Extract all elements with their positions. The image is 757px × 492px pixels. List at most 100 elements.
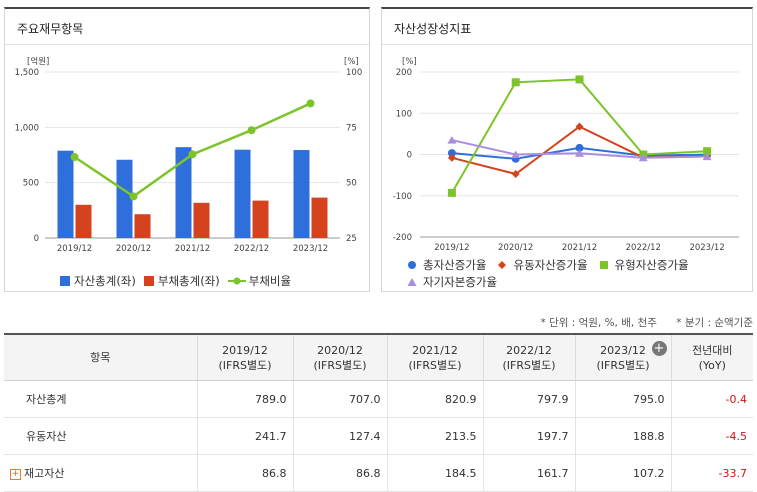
- marker-square: [575, 75, 584, 84]
- header-period: 2019/12 (IFRS별도): [197, 334, 294, 381]
- x-tick-label: 2020/12: [498, 243, 533, 253]
- legend-marker: [407, 278, 417, 286]
- legend-marker: [599, 261, 608, 269]
- cell-value: 161.7: [483, 454, 576, 492]
- legend-label: 부채총계(좌): [157, 274, 220, 288]
- financial-table: 항목 2019/12 (IFRS별도) 2020/12 (IFRS별도) 2021/…: [4, 333, 753, 492]
- marker-diamond: [447, 153, 456, 162]
- y-tick-label-right: 25: [346, 234, 357, 244]
- unit-note: * 단위 : 억원, %, 배, 천주: [540, 317, 657, 329]
- cell-value: 241.7: [197, 417, 294, 455]
- legend-swatch: [60, 276, 70, 286]
- title-divider: [382, 44, 752, 45]
- x-tick-label: 2020/12: [116, 244, 151, 254]
- cell-yoy: -33.7: [671, 454, 753, 492]
- bar: [234, 149, 251, 238]
- panel-title: 주요재무항목: [17, 22, 84, 36]
- legend-line-swatch: [227, 277, 246, 285]
- legend-item: 부채비율: [227, 273, 291, 289]
- x-tick-label: 2022/12: [234, 244, 269, 254]
- line-point: [188, 150, 197, 159]
- bar: [175, 147, 192, 238]
- cell-value: 127.4: [293, 417, 388, 455]
- marker-circle: [575, 143, 584, 152]
- cell-value: 86.8: [293, 454, 388, 492]
- legend-swatch: [143, 276, 154, 286]
- panel-title: 자산성장성지표: [394, 22, 472, 36]
- header-period: 2023/12 (IFRS별도) +: [575, 334, 672, 381]
- y-tick-label: -200: [393, 233, 412, 243]
- bar: [252, 200, 269, 238]
- add-column-icon[interactable]: +: [651, 341, 667, 356]
- y-tick-label-right: 100: [346, 68, 362, 78]
- legend-label: 유형자산증가율: [614, 258, 689, 272]
- cell-value: 213.5: [387, 417, 484, 455]
- marker-triangle: [702, 152, 712, 161]
- legend-item: 부채총계(좌): [143, 273, 220, 289]
- series-line: [451, 78, 708, 194]
- asset-growth-chart: [%] -200 -100 0 100 200 2019/12 2020/12 2021/12 2…: [393, 57, 739, 253]
- row-label-text: 재고자산: [24, 467, 65, 480]
- header-period: 2021/12 (IFRS별도): [387, 334, 484, 381]
- y-tick-label: 200: [396, 68, 412, 78]
- y-axis-label-right: [%]: [344, 57, 359, 67]
- x-tick-label: 2019/12: [434, 243, 469, 253]
- cell-value: 820.9: [387, 380, 484, 418]
- period-note: * 분기 : 순액기준: [676, 317, 753, 329]
- x-tick-label: 2022/12: [626, 243, 661, 253]
- cell-yoy: -0.4: [671, 380, 753, 418]
- financial-items-panel: 주요재무항목 [억원] [%] 0 500 1,000 1,500 25 50 75 100 201…: [4, 7, 370, 292]
- legend-label: 유동자산증가율: [513, 258, 588, 272]
- header-yoy: 전년대비 (YoY): [671, 334, 753, 381]
- line-point: [129, 192, 138, 201]
- cell-value: 789.0: [197, 380, 294, 418]
- chart-legend: 자산총계(좌) 부채총계(좌) 부채비율: [60, 273, 299, 289]
- bar: [116, 159, 133, 238]
- y-tick-label-right: 50: [346, 179, 357, 189]
- legend-item: 유동자산증가율: [494, 257, 588, 273]
- legend-label: 자기자본증가율: [423, 275, 498, 289]
- legend-item: 자산총계(좌): [60, 273, 136, 289]
- cell-value: 197.7: [483, 417, 576, 455]
- y-tick-label-left: 1,500: [15, 68, 39, 78]
- x-tick-label: 2021/12: [175, 244, 210, 254]
- legend-marker: [408, 261, 416, 269]
- bar: [75, 204, 92, 238]
- financial-items-chart: [억원] [%] 0 500 1,000 1,500 25 50 75 100 2019/12 202…: [15, 56, 363, 254]
- marker-triangle: [447, 136, 457, 144]
- y-tick-label-left: 1,000: [15, 123, 39, 133]
- marker-square: [703, 147, 712, 156]
- table-row: + 재고자산 86.8 86.8 184.5 161.7 107.2 -33.7: [4, 454, 753, 492]
- legend-item: 총자산증가율: [404, 257, 486, 273]
- bar: [293, 150, 310, 238]
- legend-marker: [498, 261, 507, 269]
- legend-item: 자기자본증가율: [404, 274, 497, 290]
- marker-square: [447, 188, 456, 197]
- cell-value: 107.2: [575, 454, 672, 492]
- cell-yoy: -4.5: [671, 417, 753, 455]
- cell-value: 797.9: [483, 380, 576, 418]
- y-tick-label-right: 75: [346, 123, 357, 133]
- line-point: [306, 99, 315, 108]
- y-axis-label-left: [억원]: [27, 56, 49, 67]
- marker-diamond: [575, 122, 584, 131]
- bar: [57, 150, 74, 238]
- row-label-expandable[interactable]: + 재고자산: [4, 454, 198, 492]
- cell-value: 795.0: [575, 380, 672, 418]
- table-header-row: 항목 2019/12 (IFRS별도) 2020/12 (IFRS별도) 2021/…: [4, 334, 753, 381]
- legend-label: 총자산증가율: [423, 258, 487, 272]
- y-axis-label: [%]: [402, 57, 417, 67]
- expand-icon[interactable]: +: [10, 468, 21, 480]
- x-tick-label: 2021/12: [562, 243, 597, 253]
- bar: [134, 214, 151, 238]
- bar: [311, 197, 328, 238]
- bar: [193, 202, 210, 238]
- legend-item: 유형자산증가율: [596, 257, 689, 273]
- cell-value: 188.8: [575, 417, 672, 455]
- x-tick-label: 2023/12: [293, 244, 328, 254]
- cell-value: 184.5: [387, 454, 484, 492]
- marker-triangle: [575, 149, 584, 157]
- line-point: [70, 152, 79, 161]
- line-point: [247, 126, 256, 135]
- header-period: 2022/12 (IFRS별도): [483, 334, 576, 381]
